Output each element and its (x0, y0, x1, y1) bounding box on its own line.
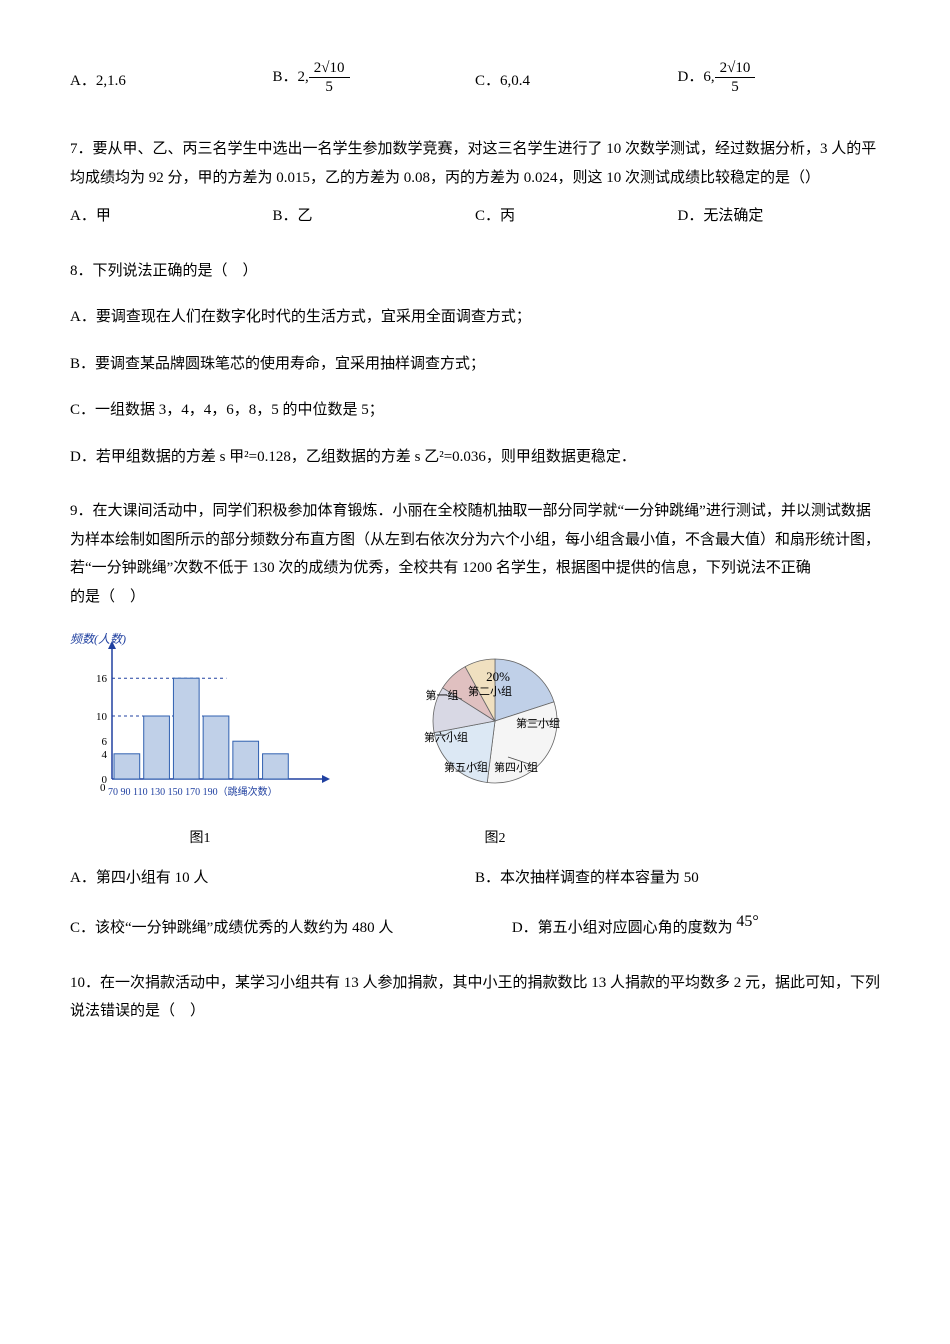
svg-text:第三小组: 第三小组 (516, 716, 560, 730)
question-text: 9．在大课间活动中，同学们积极参加体育锻炼．小丽在全校随机抽取一部分同学就“一分… (70, 497, 880, 611)
opt-text: A．2,1.6 (70, 67, 126, 96)
q9-opt-c: C．该校“一分钟跳绳”成绩优秀的人数约为 480 人 (70, 914, 512, 943)
question-text: 8．下列说法正确的是（ ） (70, 257, 880, 286)
pie-container: 20%第二小组第三小组第四小组第五小组 第六小组 第一组 图2 (390, 631, 600, 852)
q9-options-row1: A．第四小组有 10 人 B．本次抽样调查的样本容量为 50 (70, 864, 880, 893)
svg-text:0: 0 (100, 782, 106, 794)
numerator: 2√10 (309, 60, 350, 78)
svg-text:16: 16 (96, 673, 108, 685)
q9-options-row2: C．该校“一分钟跳绳”成绩优秀的人数约为 480 人 D．第五小组对应圆心角的度… (70, 913, 880, 943)
svg-text:第四小组: 第四小组 (494, 760, 538, 774)
q9-text-a: 9．在大课间活动中，同学们积极参加体育锻炼．小丽在全校随机抽取一部分同学就“一分… (70, 503, 880, 576)
question-8: 8．下列说法正确的是（ ） A．要调查现在人们在数字化时代的生活方式，宜采用全面… (70, 257, 880, 472)
svg-text:4: 4 (102, 749, 108, 761)
q6-opt-d: D．6, 2√10 5 (678, 60, 881, 95)
q7-options: A．甲 B．乙 C．丙 D．无法确定 (70, 202, 880, 231)
svg-text:10: 10 (96, 711, 108, 723)
denominator: 5 (715, 78, 756, 96)
question-10: 10．在一次捐款活动中，某学习小组共有 13 人参加捐款，其中小王的捐款数比 1… (70, 969, 880, 1026)
svg-text:20%: 20% (486, 669, 510, 684)
q8-opt-b: B．要调查某品牌圆珠笔芯的使用寿命，宜采用抽样调查方式； (70, 350, 880, 379)
svg-text:第一组: 第一组 (426, 688, 459, 702)
svg-text:频数(人数): 频数(人数) (70, 632, 126, 646)
numerator: 2√10 (715, 60, 756, 78)
q9-opt-d-text: D．第五小组对应圆心角的度数为 (512, 920, 733, 936)
denominator: 5 (309, 78, 350, 96)
svg-text:6: 6 (102, 736, 108, 748)
q9-opt-d: D．第五小组对应圆心角的度数为 45° (512, 913, 880, 943)
question-9: 9．在大课间活动中，同学们积极参加体育锻炼．小丽在全校随机抽取一部分同学就“一分… (70, 497, 880, 943)
figure-caption-1: 图1 (70, 826, 330, 853)
q7-opt-c: C．丙 (475, 202, 678, 231)
q6-options: A．2,1.6 B．2, 2√10 5 C．6,0.4 D．6, 2√10 5 (70, 60, 880, 95)
histogram-container: 频数(人数) 0 46 10 16 70 90 110 130 150 170 190（跳… (70, 631, 330, 852)
q8-options: A．要调查现在人们在数字化时代的生活方式，宜采用全面调查方式； B．要调查某品牌… (70, 303, 880, 471)
q7-opt-b: B．乙 (273, 202, 476, 231)
q6-opt-a: A．2,1.6 (70, 67, 273, 96)
emphasized-not: ．．．不正确 (766, 560, 811, 576)
opt-text: D．6, (678, 63, 715, 92)
degree-value: 45° (736, 913, 758, 930)
histogram-chart: 频数(人数) 0 46 10 16 70 90 110 130 150 170 190（跳… (70, 631, 330, 811)
q7-opt-a: A．甲 (70, 202, 273, 231)
opt-text: B．2, (273, 63, 309, 92)
q8-opt-a: A．要调查现在人们在数字化时代的生活方式，宜采用全面调查方式； (70, 303, 880, 332)
pie-chart: 20%第二小组第三小组第四小组第五小组 第六小组 第一组 (390, 631, 600, 811)
question-text: 10．在一次捐款活动中，某学习小组共有 13 人参加捐款，其中小王的捐款数比 1… (70, 969, 880, 1026)
question-7: 7．要从甲、乙、丙三名学生中选出一名学生参加数学竞赛，对这三名学生进行了 10 … (70, 135, 880, 231)
svg-text:第二小组: 第二小组 (468, 684, 512, 698)
q7-opt-d: D．无法确定 (678, 202, 881, 231)
q6-opt-c: C．6,0.4 (475, 67, 678, 96)
question-text: 7．要从甲、乙、丙三名学生中选出一名学生参加数学竞赛，对这三名学生进行了 10 … (70, 135, 880, 192)
svg-text:第六小组: 第六小组 (424, 730, 468, 744)
q9-text-b: 的是（ ） (70, 589, 145, 605)
q9-opt-a: A．第四小组有 10 人 (70, 864, 475, 893)
svg-text:第五小组: 第五小组 (444, 760, 488, 774)
figure-caption-2: 图2 (390, 826, 600, 853)
q6-opt-b: B．2, 2√10 5 (273, 60, 476, 95)
q9-opt-b: B．本次抽样调查的样本容量为 50 (475, 864, 880, 893)
q8-opt-d: D．若甲组数据的方差 s 甲²=0.128，乙组数据的方差 s 乙²=0.036… (70, 443, 880, 472)
svg-text:70 90 110 130 150 170 190（跳绳次数: 70 90 110 130 150 170 190（跳绳次数） (108, 785, 278, 798)
fraction: 2√10 5 (715, 60, 756, 95)
q9-figures: 频数(人数) 0 46 10 16 70 90 110 130 150 170 190（跳… (70, 631, 880, 852)
q8-opt-c: C．一组数据 3，4，4，6，8，5 的中位数是 5； (70, 396, 880, 425)
fraction: 2√10 5 (309, 60, 350, 95)
opt-text: C．6,0.4 (475, 67, 530, 96)
